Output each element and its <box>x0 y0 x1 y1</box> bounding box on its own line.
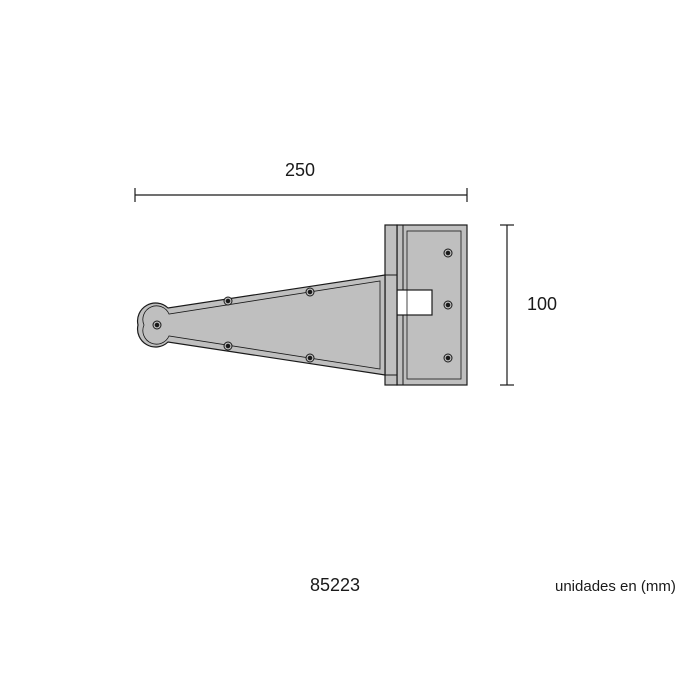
hinge-plate <box>397 225 467 385</box>
diagram-container: 250 100 85223 unidades en (mm) <box>0 0 700 700</box>
dimension-width <box>135 188 467 202</box>
units-label: unidades en (mm) <box>555 578 676 595</box>
part-number-label: 85223 <box>310 575 360 596</box>
dimension-height <box>500 225 514 385</box>
width-dimension-label: 250 <box>285 160 315 181</box>
height-dimension-label: 100 <box>527 294 557 315</box>
hinge-arm <box>138 275 385 375</box>
hinge-pin <box>385 225 397 385</box>
